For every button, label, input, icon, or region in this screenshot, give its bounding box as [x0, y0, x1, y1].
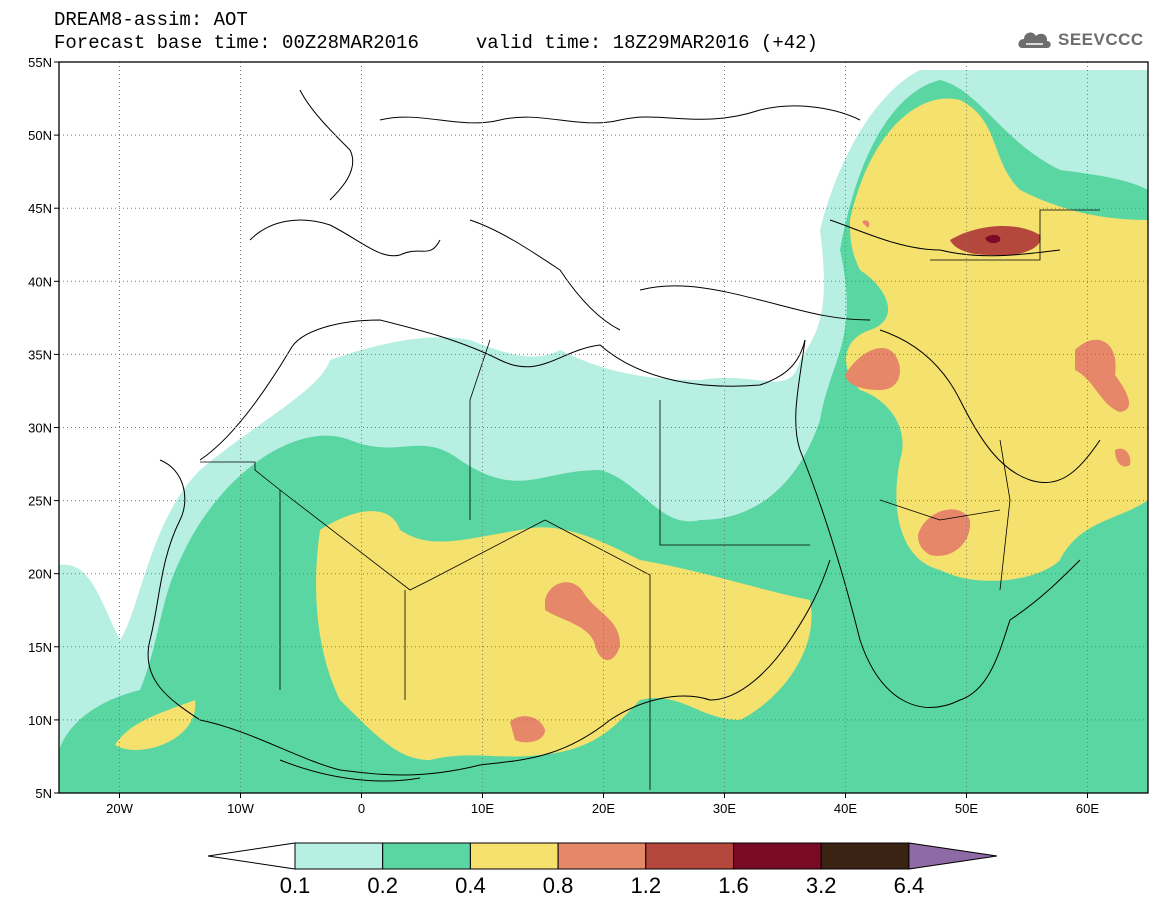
- colorbar-box: [469, 842, 559, 870]
- colorbar-box: [733, 842, 822, 870]
- colorbar-low-arrow: [207, 842, 296, 870]
- logo-text: SEEVCCC: [1058, 30, 1144, 49]
- colorbar-label: 1.6: [718, 873, 749, 898]
- y-tick-label: 25N: [28, 494, 52, 509]
- y-tick-label: 30N: [28, 421, 52, 436]
- colorbar-box: [645, 842, 734, 870]
- country-borders: [200, 209, 1100, 790]
- x-tick-label: 40E: [834, 801, 857, 816]
- colorbar-box: [557, 842, 647, 870]
- colorbar-box: [820, 842, 910, 870]
- x-tick-label: 20E: [592, 801, 615, 816]
- y-tick-label: 5N: [35, 786, 52, 801]
- y-tick-label: 15N: [28, 640, 52, 655]
- colorbar: 0.1 0.2 0.4 0.8 1.2 1.6 3.2 6.4: [207, 842, 997, 898]
- aot-field: [59, 62, 1148, 793]
- colorbar-label: 0.2: [367, 873, 398, 898]
- y-tick-label: 10N: [28, 713, 52, 728]
- y-axis: 5N 10N 15N 20N 25N 30N 35N 40N 45N 50N 55N: [28, 55, 59, 801]
- x-tick-label: 50E: [955, 801, 978, 816]
- colorbar-label: 0.8: [543, 873, 574, 898]
- y-tick-label: 35N: [28, 347, 52, 362]
- coastlines: [147, 89, 1101, 782]
- colorbar-label: 3.2: [806, 873, 837, 898]
- grid-lines: [59, 62, 1148, 793]
- colorbar-high-arrow: [908, 842, 997, 870]
- aot-contour-1.6: [985, 234, 1001, 244]
- y-tick-label: 40N: [28, 274, 52, 289]
- aot-contour-0.4: [115, 98, 1148, 760]
- colorbar-label: 6.4: [894, 873, 925, 898]
- x-tick-label: 10W: [227, 801, 254, 816]
- colorbar-label: 0.4: [455, 873, 486, 898]
- map-title: DREAM8-assim: AOT: [54, 9, 248, 31]
- colorbar-label: 0.1: [280, 873, 311, 898]
- x-tick-label: 0: [358, 801, 365, 816]
- y-tick-label: 45N: [28, 201, 52, 216]
- colorbar-box: [382, 842, 471, 870]
- cloud-logo-icon: [1018, 32, 1051, 48]
- forecast-times: Forecast base time: 00Z28MAR2016 valid t…: [54, 32, 818, 54]
- x-tick-label: 10E: [471, 801, 494, 816]
- y-tick-label: 20N: [28, 567, 52, 582]
- colorbar-box: [294, 842, 384, 870]
- colorbar-label: 1.2: [631, 873, 662, 898]
- x-axis: 20W 10W 0 10E 20E 30E 40E 50E 60E: [106, 793, 1099, 816]
- y-tick-label: 50N: [28, 128, 52, 143]
- x-tick-label: 30E: [713, 801, 736, 816]
- y-tick-label: 55N: [28, 55, 52, 70]
- x-tick-label: 60E: [1076, 801, 1099, 816]
- x-tick-label: 20W: [106, 801, 133, 816]
